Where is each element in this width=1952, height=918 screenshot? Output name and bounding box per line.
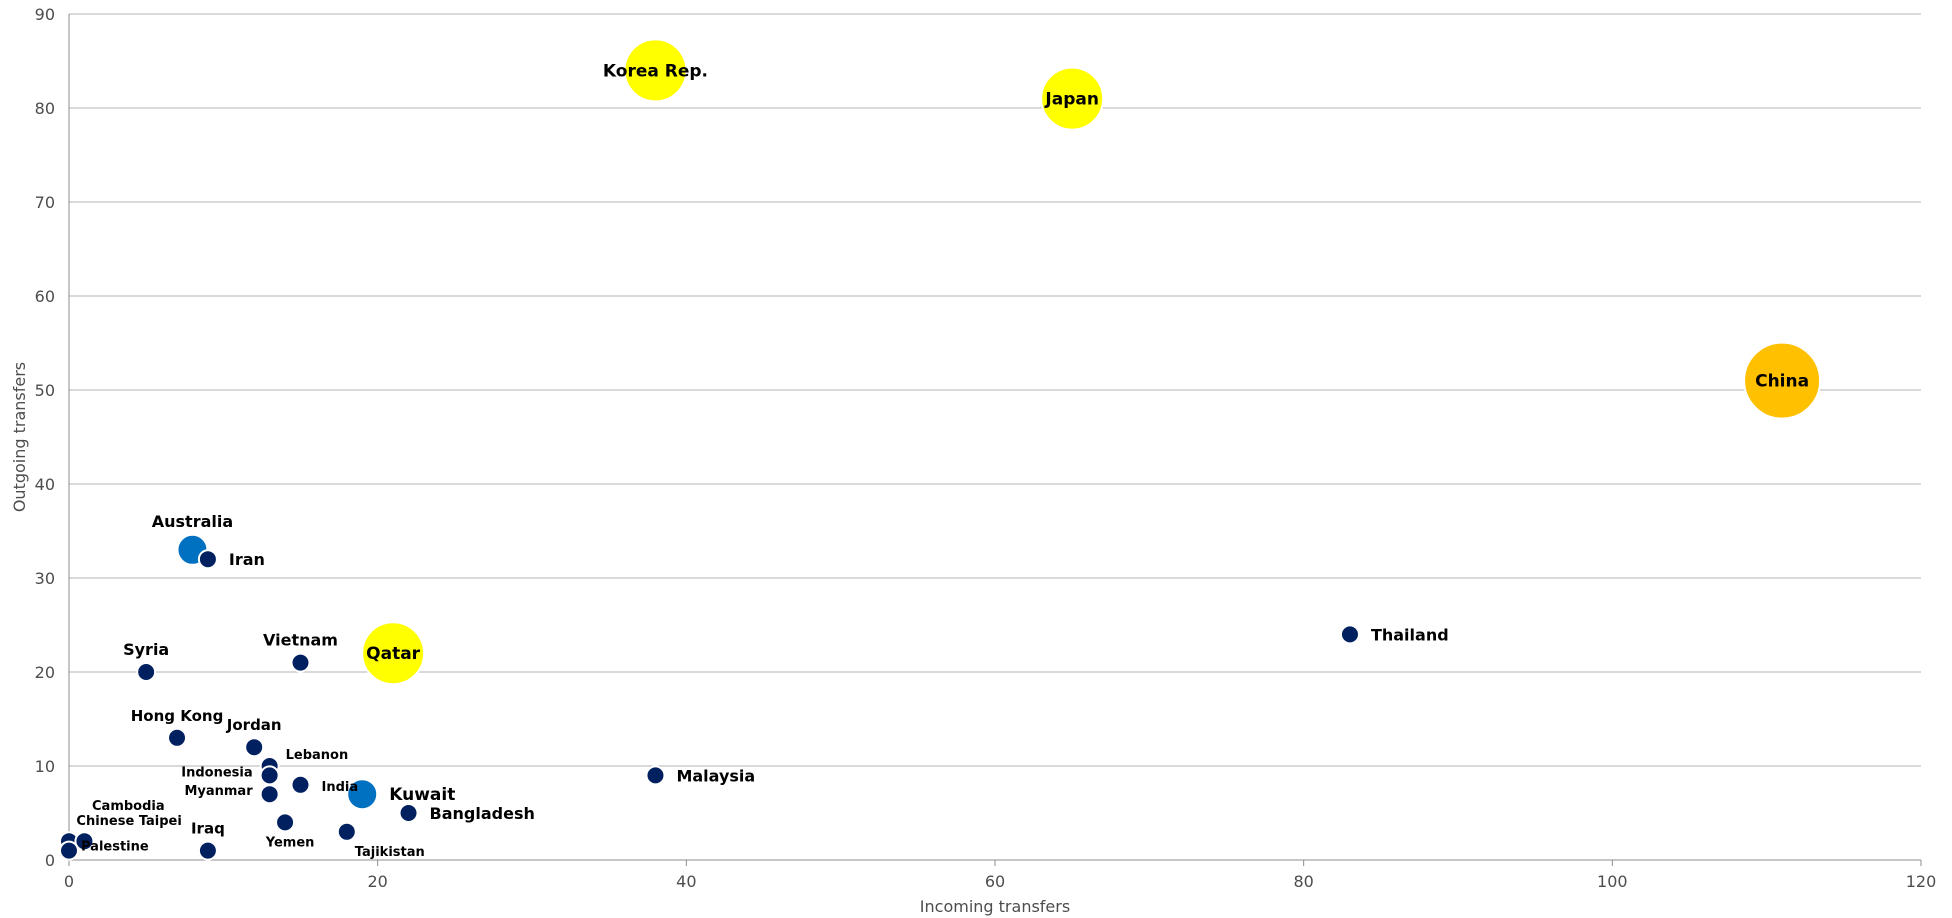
point-jordan	[244, 737, 265, 758]
label-myanmar: Myanmar	[184, 784, 253, 799]
y-tick-label: 20	[35, 663, 55, 682]
label-vietnam: Vietnam	[263, 631, 338, 650]
point-yemen	[275, 812, 296, 833]
label-indonesia: Indonesia	[181, 765, 252, 780]
label-hong-kong: Hong Kong	[131, 707, 224, 725]
axes: 0 10 20 30 40 50 60 70 80 90 0 20 40 60 80 100 120	[35, 5, 1937, 891]
point-vietnam	[290, 652, 311, 673]
x-tick-label: 120	[1906, 872, 1937, 891]
x-tick-label: 20	[367, 872, 387, 891]
label-australia: Australia	[152, 512, 233, 531]
label-yemen: Yemen	[265, 835, 315, 850]
point-korea-rep	[623, 38, 688, 103]
label-india: India	[322, 780, 359, 795]
y-tick-label: 0	[45, 851, 55, 870]
y-tick-label: 10	[35, 757, 55, 776]
x-tick-label: 40	[676, 872, 696, 891]
point-japan	[1040, 66, 1105, 131]
x-tick-label: 100	[1597, 872, 1628, 891]
label-cambodia: Cambodia	[92, 799, 165, 814]
point-myanmar	[259, 784, 280, 805]
label-japan: Japan	[1044, 90, 1099, 110]
data-points	[59, 38, 1822, 861]
point-palestine	[59, 840, 79, 861]
label-tajikistan: Tajikistan	[355, 845, 425, 860]
gridlines	[69, 13, 1921, 767]
label-iraq: Iraq	[191, 820, 225, 838]
point-hong-kong	[167, 727, 188, 748]
label-palestine: Palestine	[81, 840, 149, 855]
point-iraq	[197, 840, 218, 861]
point-qatar	[361, 621, 426, 686]
point-india	[290, 774, 311, 795]
label-malaysia: Malaysia	[676, 766, 755, 785]
label-china: China	[1755, 372, 1809, 392]
y-tick-label: 30	[35, 569, 55, 588]
label-iran: Iran	[229, 550, 265, 569]
x-axis-label: Incoming transfers	[920, 897, 1070, 916]
point-indonesia	[259, 765, 280, 786]
y-tick-label: 60	[35, 287, 55, 306]
point-bangladesh	[398, 803, 419, 823]
point-kuwait	[346, 778, 379, 811]
x-tick-label: 0	[64, 872, 74, 891]
label-bangladesh: Bangladesh	[430, 804, 535, 823]
point-china	[1743, 341, 1822, 420]
point-thailand	[1339, 624, 1360, 645]
y-tick-label: 80	[35, 99, 55, 118]
label-jordan: Jordan	[226, 716, 282, 734]
label-lebanon: Lebanon	[286, 748, 349, 763]
label-chinese-taipei: Chinese Taipei	[76, 814, 181, 829]
y-tick-label: 40	[35, 475, 55, 494]
y-tick-label: 70	[35, 193, 55, 212]
label-korea-rep: Korea Rep.	[603, 61, 708, 81]
data-labels: Korea Rep. Japan China Qatar Australia Iran Th…	[76, 61, 1809, 859]
point-tajikistan	[336, 821, 357, 842]
point-syria	[136, 662, 157, 682]
label-thailand: Thailand	[1371, 625, 1449, 644]
label-qatar: Qatar	[366, 644, 421, 664]
point-chinese-taipei	[74, 831, 95, 852]
x-tick-label: 80	[1293, 872, 1313, 891]
label-syria: Syria	[123, 640, 169, 659]
label-kuwait: Kuwait	[389, 785, 455, 805]
y-axis-label: Outgoing transfers	[10, 362, 29, 512]
point-iran	[197, 549, 218, 570]
point-malaysia	[645, 765, 666, 786]
x-tick-label: 60	[985, 872, 1005, 891]
y-tick-label: 50	[35, 381, 55, 400]
y-tick-label: 90	[35, 5, 55, 24]
